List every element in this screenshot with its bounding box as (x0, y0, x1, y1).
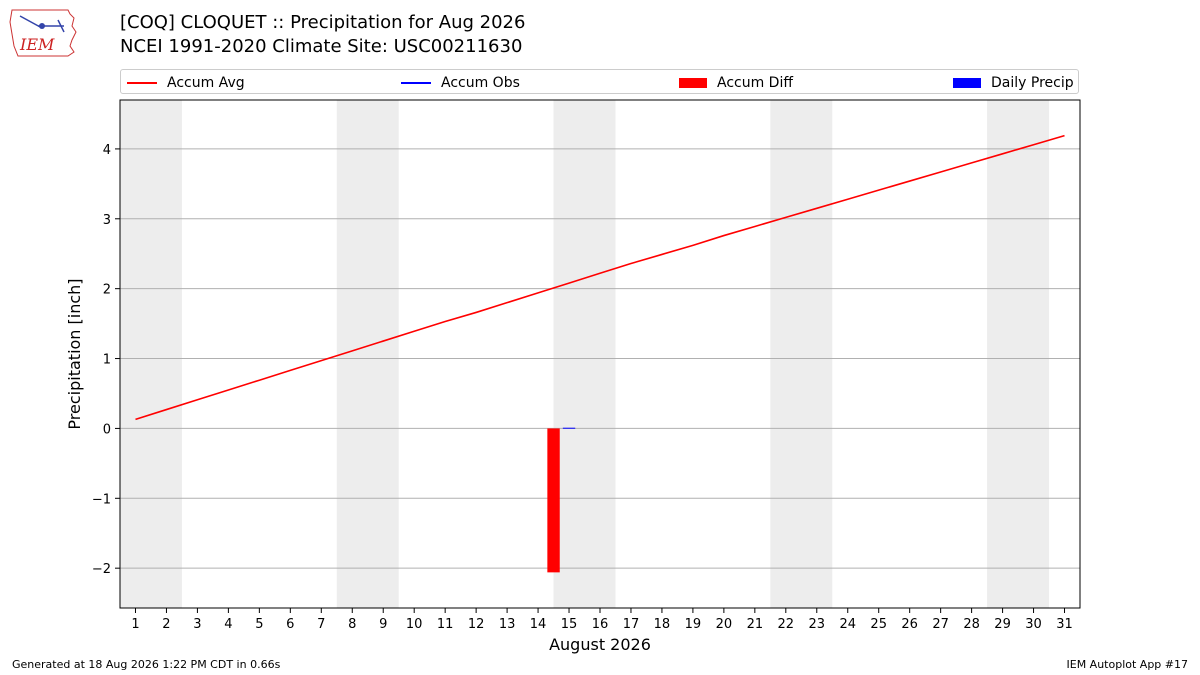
weekend-band (987, 100, 1050, 608)
x-tick-label: 11 (437, 617, 454, 632)
x-tick-label: 2 (162, 617, 170, 632)
x-tick-label: 1 (131, 617, 139, 632)
iowa-outline-icon (9, 9, 77, 57)
legend-swatch (127, 81, 157, 84)
legend: Accum Avg Accum Obs Accum Diff Daily Pre… (120, 69, 1079, 94)
y-tick-label: 1 (103, 353, 111, 368)
iem-logo: IEM (8, 6, 80, 60)
generated-timestamp: Generated at 18 Aug 2026 1:22 PM CDT in … (12, 658, 281, 671)
x-tick-label: 3 (193, 617, 201, 632)
accum-diff-bar (547, 428, 560, 573)
logo-text: IEM (19, 35, 55, 54)
legend-item-accum-diff: Accum Diff (679, 70, 793, 95)
x-tick-label: 20 (716, 617, 733, 632)
y-tick-label: −2 (92, 562, 111, 577)
x-tick-label: 6 (286, 617, 294, 632)
y-tick-label: 4 (103, 143, 111, 158)
y-tick-label: −1 (92, 492, 111, 507)
x-tick-label: 10 (406, 617, 423, 632)
x-tick-label: 26 (901, 617, 918, 632)
legend-item-daily-precip: Daily Precip (953, 70, 1074, 95)
legend-label: Accum Avg (167, 74, 245, 91)
x-tick-label: 31 (1056, 617, 1073, 632)
x-tick-label: 14 (530, 617, 547, 632)
weekend-band (553, 100, 616, 608)
x-tick-label: 12 (468, 617, 485, 632)
chart-subtitle: NCEI 1991-2020 Climate Site: USC00211630 (120, 36, 523, 57)
x-tick-label: 15 (561, 617, 578, 632)
x-tick-label: 7 (317, 617, 325, 632)
accum-avg-line (135, 134, 1065, 421)
x-tick-label: 22 (778, 617, 795, 632)
x-tick-label: 9 (379, 617, 387, 632)
legend-label: Daily Precip (991, 74, 1074, 91)
legend-label: Accum Diff (717, 74, 794, 91)
x-tick-label: 30 (1025, 617, 1042, 632)
x-tick-label: 29 (994, 617, 1011, 632)
x-tick-label: 25 (870, 617, 887, 632)
x-tick-label: 24 (839, 617, 856, 632)
x-tick-label: 28 (963, 617, 980, 632)
legend-item-accum-avg: Accum Avg (127, 70, 245, 95)
x-tick-label: 13 (499, 617, 516, 632)
y-axis-label: Precipitation [inch] (65, 278, 84, 429)
chart-title: [COQ] CLOQUET :: Precipitation for Aug 2… (120, 12, 526, 33)
x-tick-label: 19 (685, 617, 702, 632)
x-axis-label: August 2026 (549, 635, 651, 654)
weekend-band (770, 100, 833, 608)
x-tick-label: 8 (348, 617, 356, 632)
legend-swatch (953, 77, 981, 88)
x-tick-label: 17 (623, 617, 640, 632)
legend-item-accum-obs: Accum Obs (401, 70, 520, 95)
legend-swatch (401, 81, 431, 84)
y-tick-label: 3 (103, 213, 111, 228)
weekend-band (120, 100, 182, 608)
legend-swatch (679, 77, 707, 88)
x-tick-label: 16 (592, 617, 609, 632)
x-tick-label: 27 (932, 617, 949, 632)
weekend-band (336, 100, 399, 608)
x-tick-label: 21 (747, 617, 764, 632)
x-tick-label: 4 (224, 617, 232, 632)
y-tick-label: 0 (103, 422, 111, 437)
x-tick-label: 18 (654, 617, 671, 632)
daily-precip-bar (562, 427, 576, 429)
app-credit: IEM Autoplot App #17 (1066, 658, 1189, 671)
y-tick-label: 2 (103, 283, 111, 298)
x-tick-label: 5 (255, 617, 263, 632)
legend-label: Accum Obs (441, 74, 520, 91)
x-tick-label: 23 (809, 617, 826, 632)
